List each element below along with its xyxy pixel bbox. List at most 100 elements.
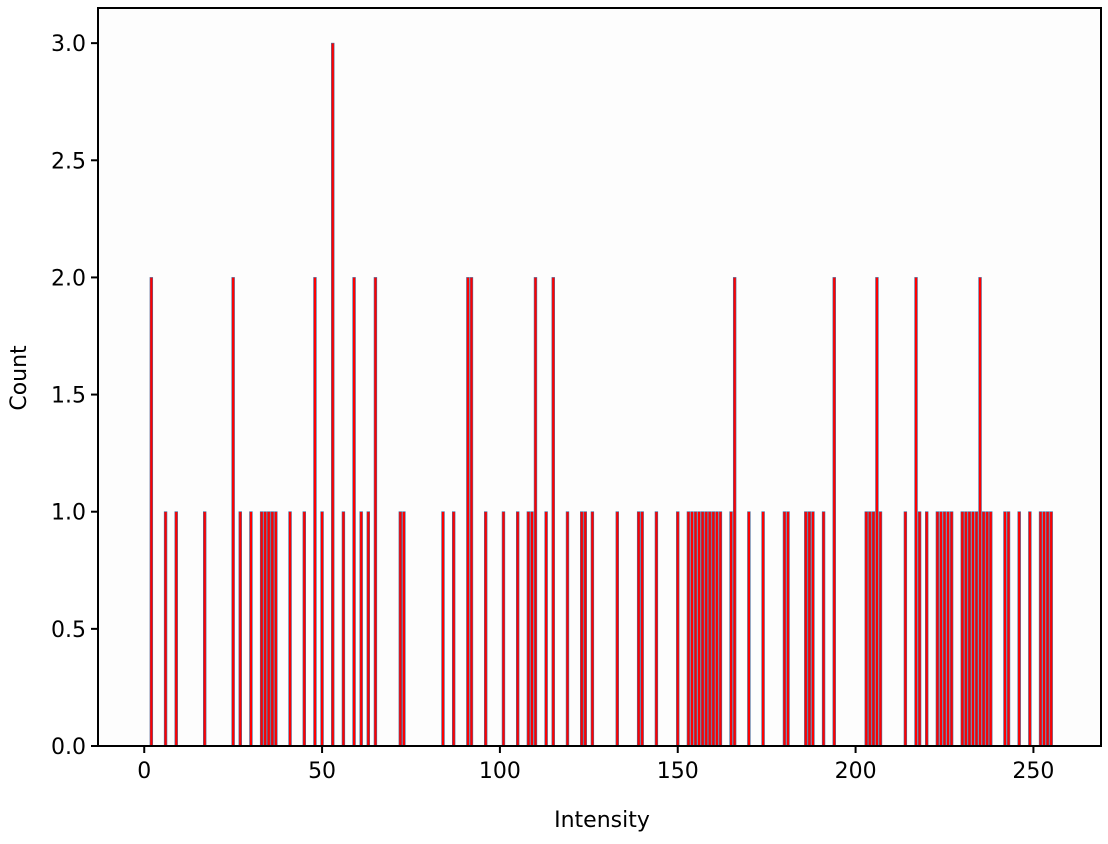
bar-225 xyxy=(942,511,947,747)
bar-48 xyxy=(313,277,317,747)
bar-230 xyxy=(960,511,964,747)
bar-53 xyxy=(331,42,335,747)
y-tick-label: 3.0 xyxy=(51,32,86,57)
bar-33 xyxy=(259,511,264,747)
bar-113 xyxy=(544,511,548,747)
bar-194 xyxy=(832,277,836,747)
y-axis-label: Count xyxy=(7,345,32,411)
bar-249 xyxy=(1028,511,1032,747)
x-tick-label: 250 xyxy=(1012,759,1054,784)
bar-36 xyxy=(270,511,274,747)
bar-242 xyxy=(1003,511,1007,747)
bar-180 xyxy=(782,511,787,747)
bar-220 xyxy=(925,511,929,747)
bar-150 xyxy=(676,511,680,747)
bar-73 xyxy=(402,511,406,747)
bar-96 xyxy=(483,511,488,747)
bar-255 xyxy=(1049,511,1053,747)
bar-165 xyxy=(729,511,733,747)
y-tick-label: 1.5 xyxy=(51,384,86,409)
bar-188 xyxy=(811,511,815,747)
bar-34 xyxy=(263,511,267,747)
bar-243 xyxy=(1006,511,1011,747)
y-tick-label: 0.0 xyxy=(51,735,86,760)
bar-119 xyxy=(565,511,570,747)
bar-254 xyxy=(1045,511,1050,747)
bar-140 xyxy=(640,511,644,747)
bar-231 xyxy=(964,511,968,747)
bar-205 xyxy=(871,511,876,747)
bar-45 xyxy=(302,511,306,747)
bar-156 xyxy=(697,511,701,747)
x-tick-label: 0 xyxy=(137,759,151,784)
bar-203 xyxy=(864,511,868,747)
bar-124 xyxy=(583,511,587,747)
bar-9 xyxy=(174,511,178,747)
bar-160 xyxy=(711,511,715,747)
bar-237 xyxy=(985,511,989,747)
bar-154 xyxy=(690,511,694,747)
bar-101 xyxy=(501,511,506,747)
bar-92 xyxy=(469,277,474,747)
bar-217 xyxy=(914,277,918,747)
y-axis-ticks: 0.0 0.5 1.0 1.5 2.0 2.5 3.0 xyxy=(51,32,98,760)
bar-232 xyxy=(967,511,972,747)
bar-50 xyxy=(320,511,324,747)
bar-155 xyxy=(693,511,698,747)
bar-214 xyxy=(903,511,908,747)
bar-191 xyxy=(821,511,826,747)
bar-234 xyxy=(974,511,979,747)
bar-115 xyxy=(551,277,555,747)
bar-226 xyxy=(946,511,950,747)
y-tick-label: 2.0 xyxy=(51,266,86,291)
bar-236 xyxy=(981,511,986,747)
bar-133 xyxy=(615,511,619,747)
bar-218 xyxy=(917,511,922,747)
bar-72 xyxy=(398,511,403,747)
bar-181 xyxy=(786,511,790,747)
bar-159 xyxy=(708,511,712,747)
bar-123 xyxy=(580,511,584,747)
bar-108 xyxy=(526,511,531,747)
bar-252 xyxy=(1038,511,1043,747)
bar-186 xyxy=(804,511,808,747)
bar-174 xyxy=(761,511,765,747)
bar-110 xyxy=(533,277,538,747)
bar-87 xyxy=(451,511,456,747)
plot-frame xyxy=(97,7,1102,747)
bar-153 xyxy=(686,511,691,747)
bar-161 xyxy=(715,511,719,747)
bar-233 xyxy=(971,511,975,747)
bar-166 xyxy=(732,277,737,747)
bar-238 xyxy=(989,511,993,747)
bars-layer xyxy=(149,42,1053,747)
y-tick-label: 0.5 xyxy=(51,618,86,643)
bar-144 xyxy=(654,511,659,747)
bar-187 xyxy=(807,511,812,747)
bar-162 xyxy=(718,511,723,747)
bar-30 xyxy=(249,511,253,747)
x-tick-label: 200 xyxy=(835,759,877,784)
bar-206 xyxy=(875,277,879,747)
x-tick-label: 50 xyxy=(308,759,336,784)
bar-253 xyxy=(1042,511,1046,747)
bar-157 xyxy=(700,511,705,747)
bar-59 xyxy=(352,277,356,747)
bar-91 xyxy=(466,277,470,747)
x-axis-ticks: 0 50 100 150 200 250 xyxy=(137,746,1054,784)
bar-61 xyxy=(359,511,363,747)
bar-2 xyxy=(149,277,154,747)
bar-235 xyxy=(978,277,982,747)
bar-246 xyxy=(1017,511,1021,747)
bar-63 xyxy=(366,511,370,747)
bar-56 xyxy=(341,511,346,747)
bar-35 xyxy=(267,511,271,747)
bar-126 xyxy=(590,511,595,747)
bar-6 xyxy=(163,511,168,747)
bar-170 xyxy=(747,511,751,747)
bar-17 xyxy=(203,511,207,747)
bar-224 xyxy=(939,511,943,747)
bar-37 xyxy=(274,511,278,747)
bar-65 xyxy=(373,277,378,747)
